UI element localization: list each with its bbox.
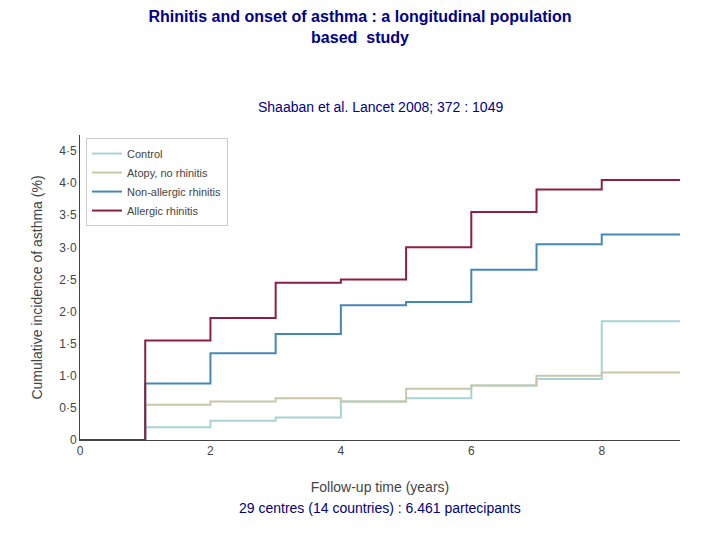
svg-text:2: 2 [207,444,214,458]
svg-text:0·5: 0·5 [59,401,77,415]
svg-text:8: 8 [598,444,605,458]
svg-text:29 centres (14 countries) : 6.: 29 centres (14 countries) : 6.461 partec… [239,500,521,516]
svg-text:1·5: 1·5 [59,337,77,351]
svg-text:3·5: 3·5 [59,208,77,222]
svg-text:Control: Control [127,148,162,160]
svg-text:Rhinitis and onset of asthma :: Rhinitis and onset of asthma : a longitu… [148,8,571,46]
svg-text:1·0: 1·0 [59,369,77,383]
svg-text:Follow-up time (years): Follow-up time (years) [311,479,449,495]
svg-text:Cumulative incidence of asthma: Cumulative incidence of asthma (%) [29,175,45,399]
svg-text:Non-allergic rhinitis: Non-allergic rhinitis [127,186,221,198]
svg-text:3·0: 3·0 [59,241,77,255]
svg-text:4·0: 4·0 [59,176,77,190]
svg-text:2·5: 2·5 [59,273,77,287]
svg-text:2·0: 2·0 [59,305,77,319]
svg-text:Allergic rhinitis: Allergic rhinitis [127,205,198,217]
svg-text:4·5: 4·5 [59,144,77,158]
svg-text:4: 4 [338,444,345,458]
svg-text:Shaaban et al. Lancet 2008; 37: Shaaban et al. Lancet 2008; 372 : 1049 [258,99,503,115]
svg-text:0: 0 [77,444,84,458]
svg-text:6: 6 [468,444,475,458]
svg-text:0: 0 [70,433,77,447]
svg-text:Atopy, no rhinitis: Atopy, no rhinitis [127,167,208,179]
